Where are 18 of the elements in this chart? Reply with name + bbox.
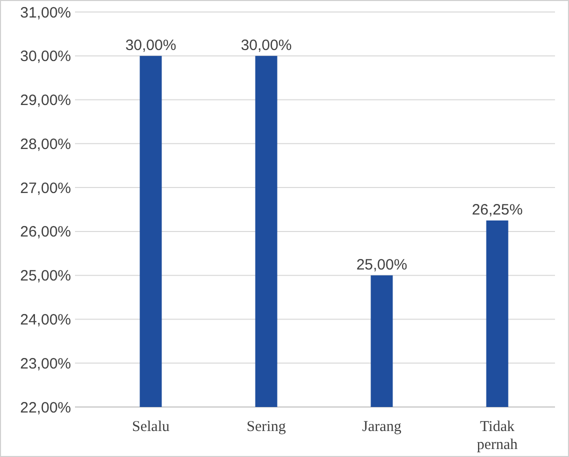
x-tick-label: Jarang (362, 419, 402, 435)
data-label: 30,00% (240, 36, 292, 54)
x-tick-label: Tidak pernah (476, 419, 518, 453)
y-tick-label: 22,00% (20, 399, 71, 416)
y-tick-label: 24,00% (20, 311, 71, 328)
x-tick-label: Sering (246, 419, 286, 435)
y-tick-label: 23,00% (20, 355, 71, 372)
data-label: 25,00% (356, 256, 408, 274)
y-tick-label: 25,00% (20, 268, 71, 285)
y-tick-label: 27,00% (20, 180, 71, 197)
y-tick-label: 31,00% (20, 4, 71, 22)
data-label: 26,25% (472, 201, 523, 218)
data-label: 30,00% (125, 36, 176, 54)
y-tick-label: 29,00% (20, 92, 71, 110)
y-tick-label: 26,00% (20, 224, 71, 241)
y-tick-label: 30,00% (20, 48, 71, 66)
y-tick-label: 28,00% (20, 136, 71, 153)
x-tick-label: Selalu (132, 419, 170, 435)
